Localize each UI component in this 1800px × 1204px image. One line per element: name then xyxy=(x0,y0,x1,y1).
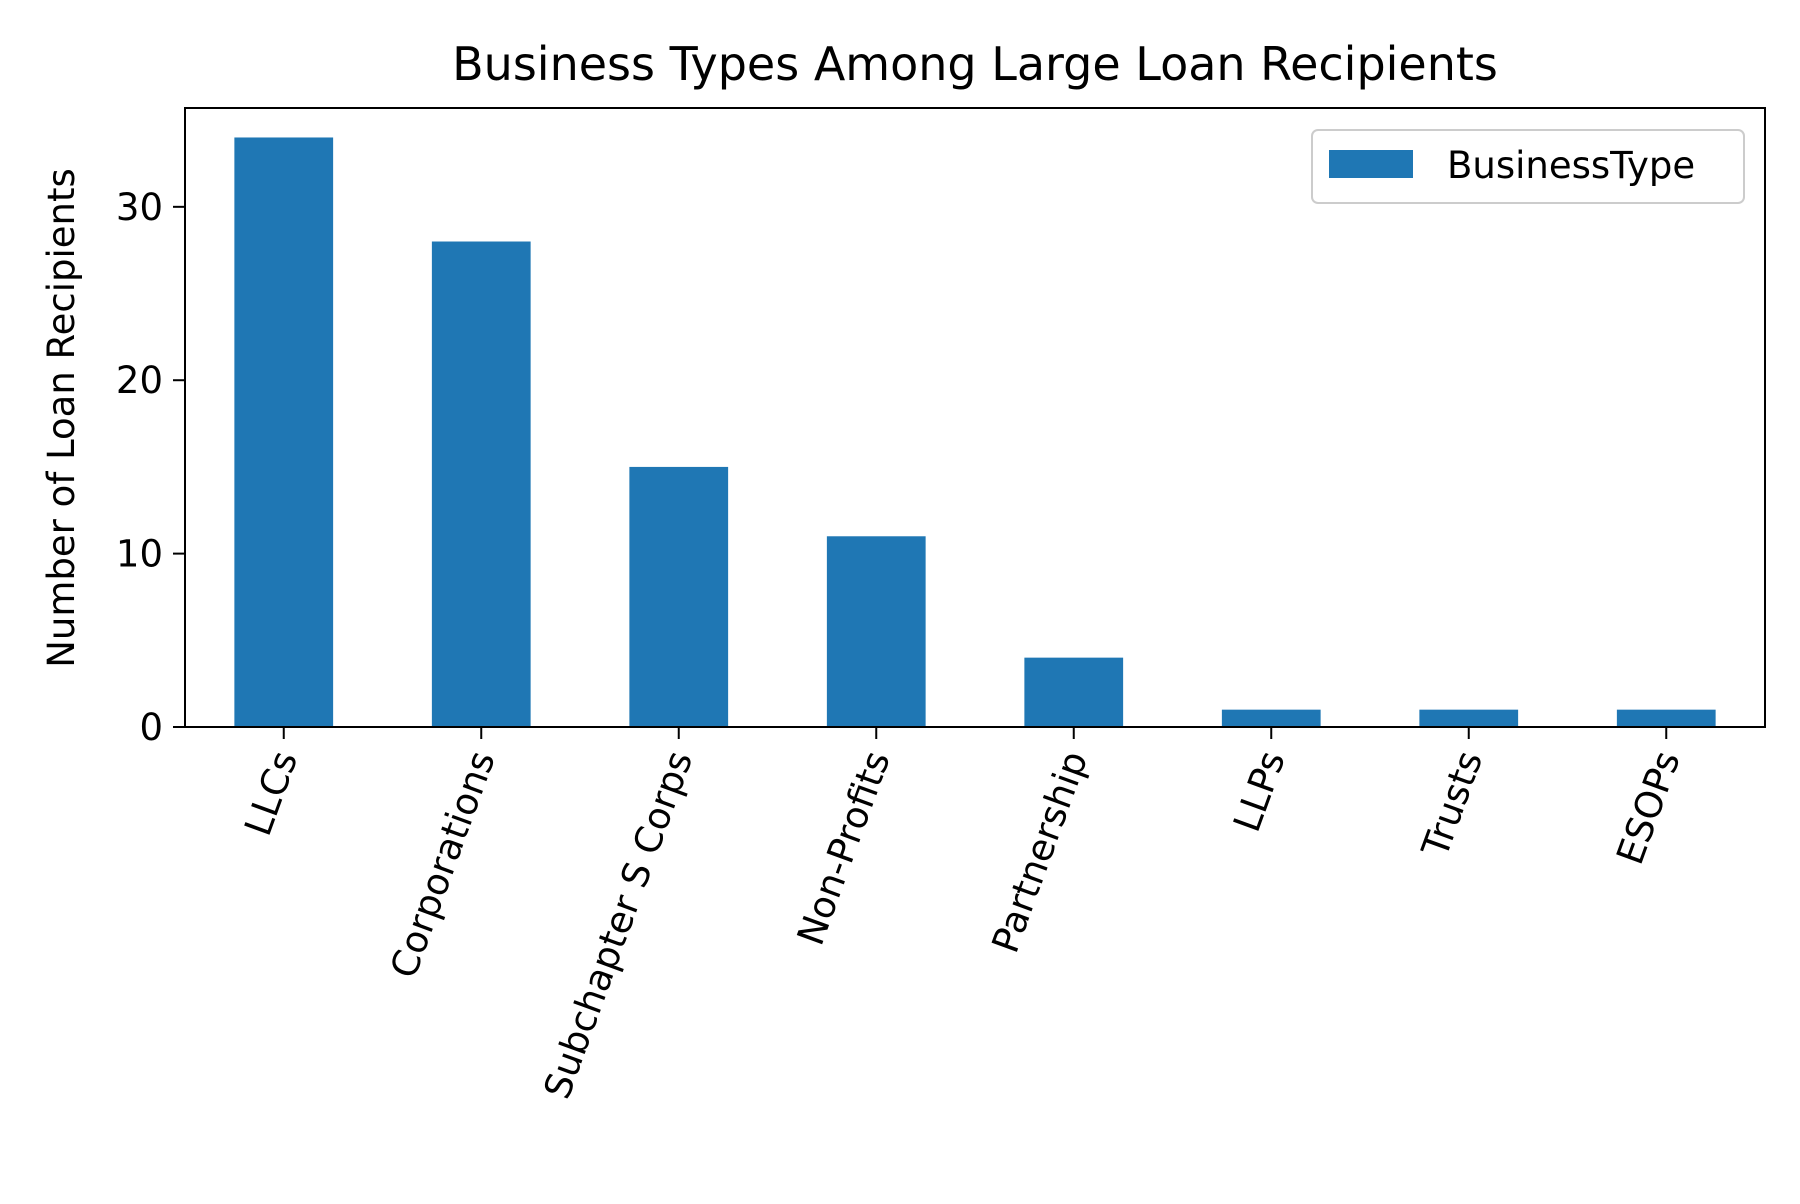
x-tick-label: LLCs xyxy=(236,745,306,841)
bar xyxy=(1419,709,1519,727)
legend-swatch xyxy=(1329,150,1413,178)
y-tick-label: 30 xyxy=(116,186,163,229)
chart-title: Business Types Among Large Loan Recipien… xyxy=(452,37,1498,91)
bar xyxy=(1616,709,1716,727)
x-tick-label: Non-Profits xyxy=(789,745,899,950)
bar xyxy=(629,466,729,727)
x-tick-label: Partnership xyxy=(984,745,1097,958)
bar xyxy=(1221,709,1321,727)
bar xyxy=(1024,657,1124,727)
x-tick-label: LLPs xyxy=(1225,745,1294,837)
plot-area: 0 10 20 30 LLCs Corporations Subchapter S Corp… xyxy=(116,107,1766,1104)
axes-frame xyxy=(184,107,1766,728)
y-tick-label: 0 xyxy=(139,706,163,749)
y-tick-label: 10 xyxy=(116,533,163,576)
bar xyxy=(234,137,334,727)
x-tick-label: Subchapter S Corps xyxy=(536,745,702,1104)
x-tick-label: Trusts xyxy=(1413,745,1491,863)
x-tick-label: Corporations xyxy=(382,745,504,983)
legend-label: BusinessType xyxy=(1447,144,1695,187)
legend: BusinessType xyxy=(1311,129,1745,204)
x-tick-label: ESOPs xyxy=(1608,745,1688,870)
bar xyxy=(431,241,531,727)
y-axis-label: Number of Loan Recipients xyxy=(40,168,83,668)
y-tick-label: 20 xyxy=(116,359,163,402)
bar xyxy=(826,536,926,727)
legend-box xyxy=(1311,129,1745,204)
